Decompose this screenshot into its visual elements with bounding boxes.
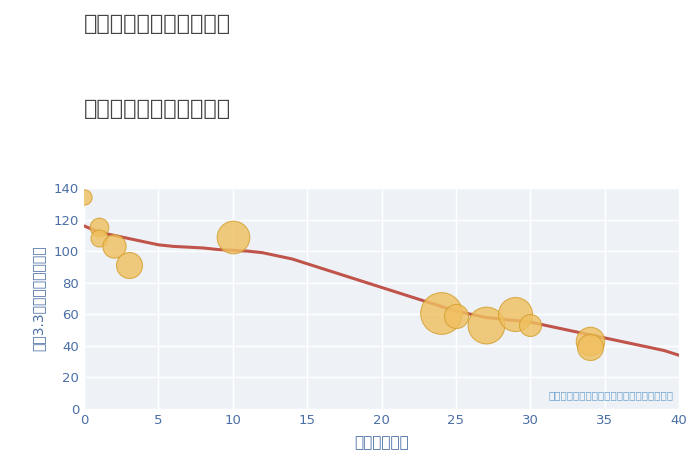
Y-axis label: 坪（3.3㎡）単価（万円）: 坪（3.3㎡）単価（万円）	[32, 246, 46, 351]
Point	[510, 311, 521, 318]
Point	[78, 194, 90, 201]
Point	[108, 243, 119, 250]
Point	[450, 312, 461, 320]
Point	[480, 321, 491, 329]
Point	[93, 224, 104, 231]
Point	[227, 233, 238, 241]
Point	[123, 261, 134, 269]
Point	[584, 337, 595, 345]
Point	[435, 309, 447, 316]
Point	[584, 344, 595, 351]
Text: 築年数別中古戸建て価格: 築年数別中古戸建て価格	[84, 99, 231, 119]
X-axis label: 築年数（年）: 築年数（年）	[354, 435, 409, 450]
Point	[93, 235, 104, 242]
Text: 円の大きさは、取引のあった物件面積を示す: 円の大きさは、取引のあった物件面積を示す	[548, 390, 673, 400]
Text: 奈良県奈良市六条緑町の: 奈良県奈良市六条緑町の	[84, 14, 231, 34]
Point	[525, 321, 536, 329]
